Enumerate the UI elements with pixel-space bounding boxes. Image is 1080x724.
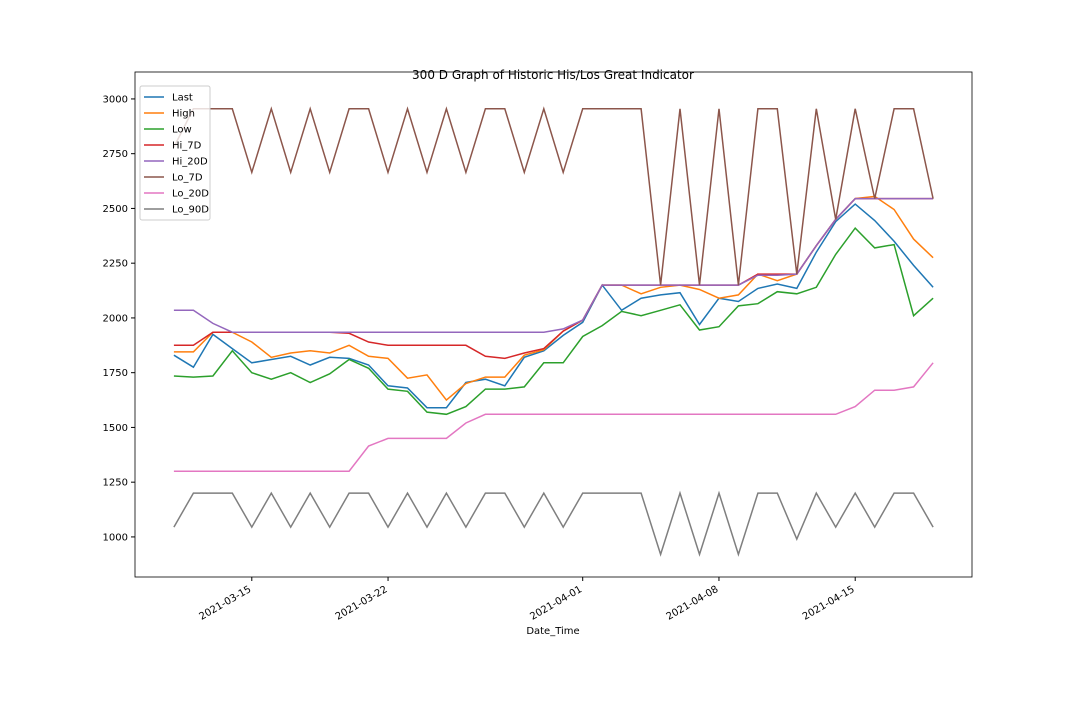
legend-label: Lo_20D bbox=[172, 189, 209, 200]
line-series bbox=[173, 197, 934, 360]
x-axis-label: Date_Time bbox=[526, 626, 579, 637]
x-tick-label: 2021-03-22 bbox=[334, 584, 390, 623]
y-tick-label: 1500 bbox=[103, 423, 128, 434]
x-tick-label: 2021-04-15 bbox=[801, 584, 857, 623]
legend-label: Last bbox=[172, 93, 193, 104]
y-tick-label: 2750 bbox=[103, 149, 128, 160]
line-series bbox=[173, 197, 934, 333]
line-series bbox=[173, 490, 934, 557]
legend-label: High bbox=[172, 109, 195, 120]
x-tick-label: 2021-04-08 bbox=[665, 584, 721, 623]
legend-box bbox=[139, 85, 211, 221]
legend-label: Lo_90D bbox=[172, 205, 209, 216]
x-tick-label: 2021-03-15 bbox=[197, 584, 253, 623]
legend-label: Hi_20D bbox=[172, 157, 208, 168]
line-series bbox=[173, 226, 934, 416]
chart-title: 300 D Graph of Historic His/Los Great In… bbox=[412, 68, 694, 82]
y-tick-label: 1250 bbox=[103, 478, 128, 489]
y-tick-label: 1000 bbox=[103, 532, 128, 543]
y-tick-label: 3000 bbox=[103, 94, 128, 105]
y-tick-label: 2250 bbox=[103, 259, 128, 270]
y-tick-label: 2000 bbox=[103, 313, 128, 324]
legend-label: Lo_7D bbox=[172, 173, 203, 184]
line-series bbox=[173, 362, 934, 472]
x-tick-label: 2021-04-01 bbox=[528, 584, 584, 623]
y-tick-label: 2500 bbox=[103, 204, 128, 215]
line-series bbox=[173, 195, 934, 402]
line-series bbox=[173, 203, 934, 409]
legend-label: Low bbox=[172, 125, 192, 136]
legend-label: Hi_7D bbox=[172, 141, 202, 152]
line-series bbox=[173, 106, 934, 286]
plot-frame bbox=[134, 71, 973, 578]
y-tick-label: 1750 bbox=[103, 368, 128, 379]
